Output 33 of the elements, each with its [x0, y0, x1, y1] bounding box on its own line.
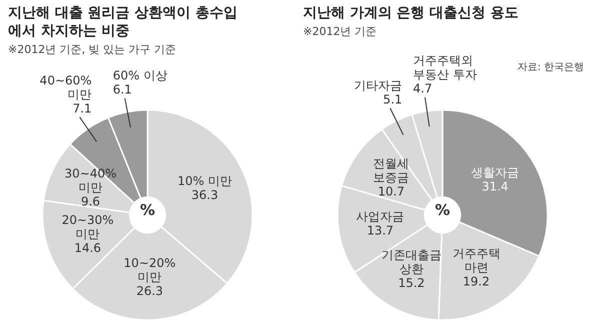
slice-label: 기존대출금 상환: [381, 248, 442, 276]
slice-label: 기타자금: [354, 78, 402, 92]
slice-label: 전월세 보증금: [373, 156, 410, 185]
slice-label: 10% 미만: [178, 174, 232, 188]
data-label: 31.4: [482, 179, 508, 194]
slice-label: 60% 이상: [112, 68, 168, 82]
slice-label: 10~20% 미만: [124, 256, 176, 284]
text: %: [140, 201, 156, 219]
slice-label: 사업자금: [356, 209, 404, 224]
data-label: 4.7: [412, 81, 432, 96]
data-label: 26.3: [136, 284, 164, 298]
data-label: 6.1: [112, 82, 132, 96]
data-label: 5.1: [383, 92, 402, 106]
slice-label: 생활자금: [471, 165, 520, 180]
data-label: 13.7: [366, 223, 394, 238]
text: 자료: 한국은행: [517, 61, 584, 74]
slice-label: 거주주택 마련: [452, 246, 500, 274]
data-label: 36.3: [191, 188, 218, 202]
slice-label: 20~30% 미만: [62, 212, 114, 241]
chart-subtitle: ※2012년 기준: [303, 24, 377, 39]
data-label: 19.2: [462, 274, 490, 288]
chart-title: 지난해 가계의 은행 대출신청 용도: [303, 4, 520, 22]
data-label: 15.2: [398, 276, 425, 290]
slice-label: 30~40% 미만: [64, 166, 116, 194]
chart-subtitle: ※2012년 기준, 빚 있는 가구 기준: [8, 42, 176, 57]
data-label: 9.6: [80, 194, 100, 208]
slice-label: 거주주택외 부동산 투자: [412, 53, 477, 82]
chart-title: 지난해 대출 원리금 상환액이 총수입에서 차지하는 비중: [8, 4, 238, 40]
data-label: 7.1: [72, 101, 92, 116]
data-label: 14.6: [74, 240, 102, 255]
text: %: [434, 201, 450, 219]
slice-label: 40~60% 미만: [40, 73, 92, 102]
data-label: 10.7: [378, 184, 405, 199]
